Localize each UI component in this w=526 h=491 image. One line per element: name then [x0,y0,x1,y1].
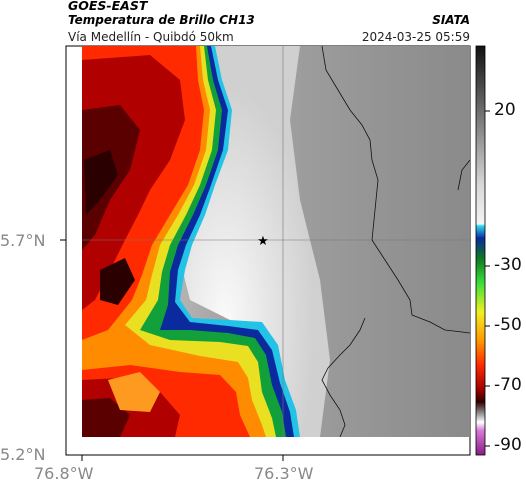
x-tick-label: 76.3°W [254,464,314,483]
map-source: SIATA [432,13,470,27]
map-subtitle: Temperatura de Brillo CH13 [68,13,255,27]
colorbar-label: -30 [494,255,522,275]
station-marker-icon: ★ [257,234,269,249]
map-datetime: 2024-03-25 05:59 [361,30,470,44]
map-location: Vía Medellín - Quibdó 50km [68,30,234,44]
colorbar-label: -70 [494,375,522,395]
map-title: GOES-EAST [68,0,148,13]
colorbar-label: 20 [494,100,516,120]
cloud-warm-spot [108,372,160,412]
x-tick-label: 76.8°W [34,464,94,483]
colorbar-label: -90 [494,435,522,455]
colorbar [475,45,486,456]
cloud-core-dense [84,150,135,305]
admin-boundary [321,46,470,334]
light-land [180,46,330,437]
colorbar-label: -50 [494,315,522,335]
y-tick-label: 5.7°N [0,231,46,250]
admin-boundary-east [457,159,470,191]
y-tick-label: 5.2°N [0,445,46,464]
river-line [321,317,366,437]
